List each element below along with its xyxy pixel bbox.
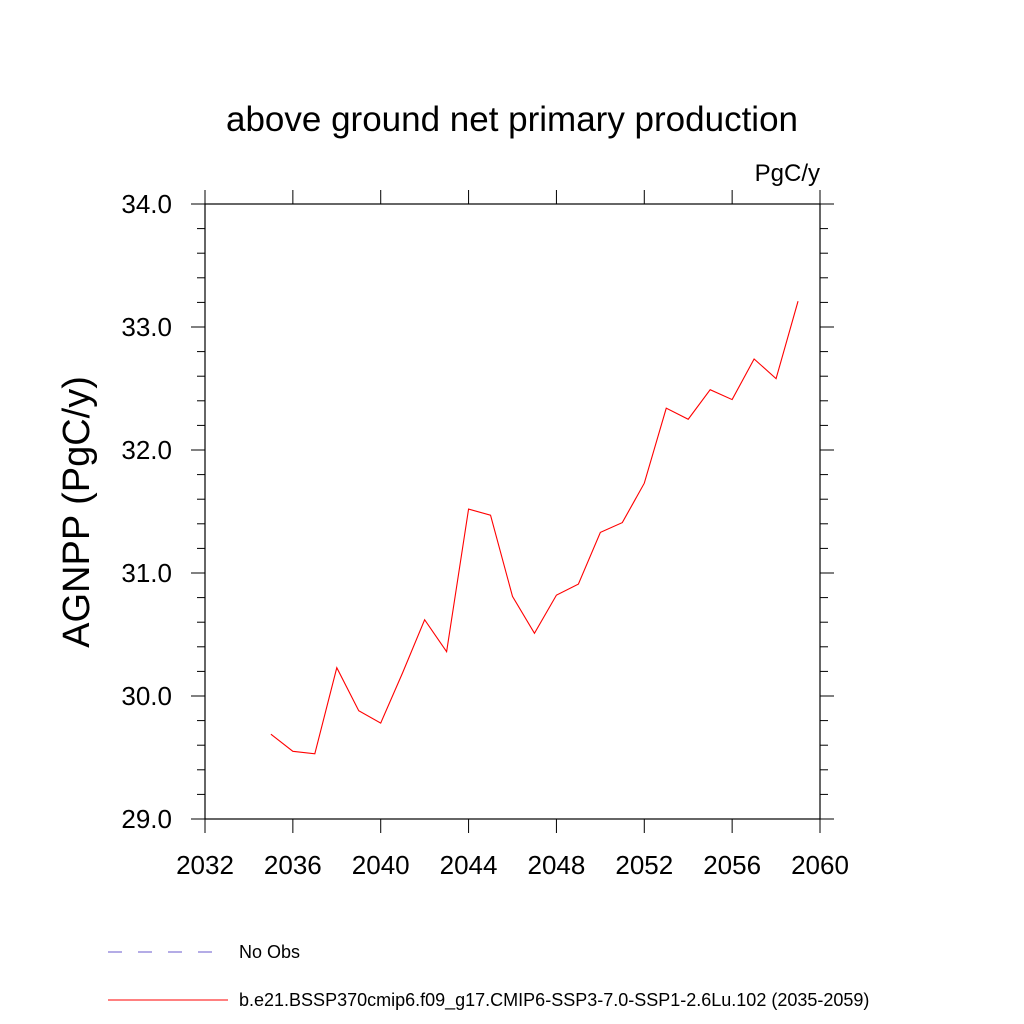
x-tick-label: 2056 (703, 850, 761, 880)
x-tick-label: 2052 (615, 850, 673, 880)
x-tick-label: 2060 (791, 850, 849, 880)
x-tick-label: 2032 (176, 850, 234, 880)
y-tick-label: 33.0 (121, 312, 172, 342)
y-tick-label: 31.0 (121, 558, 172, 588)
x-tick-label: 2048 (528, 850, 586, 880)
y-axis-label: AGNPP (PgC/y) (56, 376, 98, 648)
chart-title: above ground net primary production (226, 100, 798, 139)
x-tick-label: 2040 (352, 850, 410, 880)
y-tick-label: 30.0 (121, 681, 172, 711)
plot-frame (204, 203, 821, 820)
y-tick-label: 34.0 (121, 189, 172, 219)
y-tick-label: 29.0 (121, 804, 172, 834)
x-tick-label: 2044 (440, 850, 498, 880)
x-tick-label: 2036 (264, 850, 322, 880)
y-tick-label: 32.0 (121, 435, 172, 465)
legend-label-model: b.e21.BSSP370cmip6.f09_g17.CMIP6-SSP3-7.… (239, 990, 869, 1011)
units-label: PgC/y (755, 160, 820, 187)
legend-label-no-obs: No Obs (239, 942, 300, 962)
series-line (270, 301, 799, 755)
